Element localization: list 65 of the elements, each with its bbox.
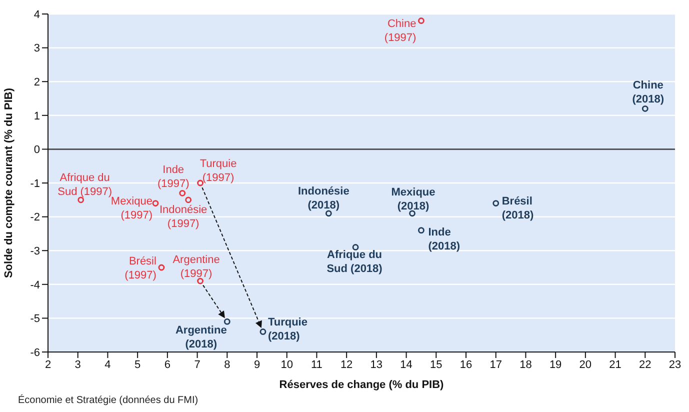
x-tick-label: 21 — [609, 358, 622, 371]
point — [492, 200, 500, 206]
x-tick-label: 17 — [490, 358, 502, 371]
point — [179, 190, 186, 196]
x-tick-label: 2 — [44, 358, 52, 371]
point — [418, 227, 424, 234]
x-tick-label: 22 — [639, 358, 652, 371]
x-tick-label: 15 — [430, 358, 442, 371]
x-tick-label: 10 — [280, 358, 293, 371]
point — [185, 196, 192, 204]
x-tick-label: 5 — [134, 358, 141, 371]
x-tick-label: 19 — [549, 358, 562, 371]
x-tick-label: 14 — [400, 358, 412, 371]
y-axis-title: Solde du compte courant (% du PIB) — [2, 88, 15, 278]
x-tick-label: 12 — [340, 358, 353, 371]
x-tick-label: 18 — [520, 358, 532, 371]
annotation: Chine (1997) — [384, 18, 416, 44]
y-tick-label: -6 — [30, 346, 40, 359]
point — [418, 18, 424, 24]
x-tick-label: 6 — [164, 358, 170, 371]
x-tick-label: 23 — [668, 358, 682, 371]
y-tick-label: 1 — [34, 110, 40, 122]
annotation: Mexique (1997) — [110, 195, 152, 222]
annotation: Brésil (2018) — [502, 195, 534, 222]
y-tick-label: -1 — [30, 178, 40, 190]
x-tick-label: 7 — [194, 358, 200, 371]
x-tick-label: 20 — [579, 358, 592, 371]
annotation: Indonésie (1997) — [159, 204, 208, 230]
y-tick-label: 0 — [34, 144, 40, 156]
annotation: Afrique du Sud (2018) — [326, 249, 383, 276]
point — [642, 105, 648, 112]
x-tick-label: 13 — [370, 358, 383, 371]
y-tick-label: -2 — [30, 212, 40, 224]
y-tick-label: 2 — [34, 76, 40, 89]
point — [78, 196, 84, 204]
point — [224, 318, 230, 325]
x-tick-label: 3 — [74, 358, 81, 371]
y-tick-label: -3 — [30, 246, 40, 258]
x-tick-label: 4 — [104, 358, 111, 371]
annotation: Mexique (2018) — [391, 186, 436, 212]
x-tick-label: 9 — [254, 358, 260, 371]
x-axis-title: Réserves de change (% du PIB) — [279, 379, 444, 391]
y-tick-label: -5 — [30, 313, 40, 326]
annotation: Indonésie (2018) — [298, 185, 350, 212]
x-tick-label: 16 — [460, 358, 472, 371]
y-tick-label: -4 — [30, 279, 40, 292]
point — [158, 264, 165, 271]
annotation: Afrique du Sud (1997) — [58, 172, 112, 198]
annotation: Brésil (1997) — [124, 256, 156, 282]
annotation: Argentine (1997) — [172, 254, 220, 280]
annotation: Chine (2018) — [632, 80, 664, 106]
annotation: Turquie (1997) — [200, 158, 237, 184]
annotation: Argentine (2018) — [175, 324, 227, 351]
point — [352, 244, 359, 250]
point — [197, 180, 204, 186]
point — [152, 200, 159, 206]
annotation: Inde (2018) — [428, 226, 460, 252]
x-tick-label: 8 — [224, 358, 230, 371]
annotation: Inde (1997) — [157, 164, 190, 190]
x-tick-label: 11 — [311, 358, 322, 371]
y-tick-label: 3 — [34, 42, 40, 55]
text: Économie et Stratégie (données du FMI) — [18, 395, 198, 406]
y-tick-label: 4 — [34, 8, 40, 21]
annotation: Turquie (2018) — [268, 316, 308, 343]
point — [260, 328, 266, 335]
